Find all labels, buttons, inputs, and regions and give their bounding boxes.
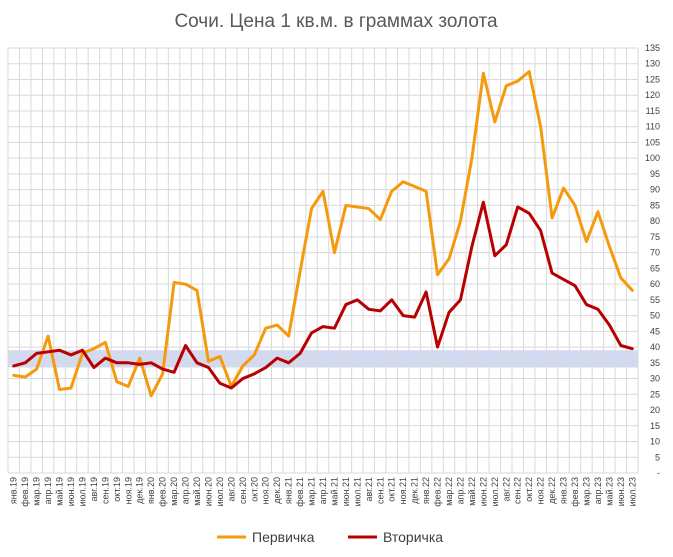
x-tick-label: апр.19 [43, 477, 53, 504]
x-tick-label: дек.19 [135, 477, 145, 504]
x-tick-label: авг.19 [89, 477, 99, 501]
y-tick-label: 130 [645, 59, 660, 69]
x-tick-label: окт.20 [249, 477, 259, 502]
y-tick-label: 10 [650, 437, 660, 447]
y-tick-label: 35 [650, 358, 660, 368]
y-tick-label: 135 [645, 43, 660, 53]
x-tick-label: сен.21 [375, 477, 385, 504]
x-tick-label: янв.19 [9, 477, 19, 504]
y-tick-label: 125 [645, 74, 660, 84]
x-tick-label: июл.20 [215, 477, 225, 506]
x-tick-label: ноя.22 [536, 477, 546, 504]
x-tick-label: авг.20 [226, 477, 236, 501]
x-tick-label: июн.22 [478, 477, 488, 506]
y-tick-label: 100 [645, 153, 660, 163]
y-tick-label: 45 [650, 326, 660, 336]
x-tick-label: фев.21 [295, 477, 305, 507]
y-tick-label: 85 [650, 200, 660, 210]
series-lines [12, 70, 634, 398]
y-tick-label: 105 [645, 137, 660, 147]
x-tick-label: дек.22 [547, 477, 557, 504]
x-tick-label: янв.22 [421, 477, 431, 504]
y-axis-ticks: - 5 10 15 20 25 30 35 40 45 50 55 60 65 70 75 80 85 90 95 10… [645, 43, 660, 478]
x-tick-label: авг.21 [364, 477, 374, 501]
series-line-pervichka [12, 70, 634, 398]
y-tick-label: 25 [650, 389, 660, 399]
x-tick-label: сен.22 [513, 477, 523, 504]
y-tick-label: 95 [650, 169, 660, 179]
x-tick-label: апр.23 [593, 477, 603, 504]
legend-label-vtorichka: Вторичка [383, 529, 443, 545]
legend: Первичка Вторичка [217, 529, 443, 545]
y-tick-label: 15 [650, 421, 660, 431]
x-tick-label: янв.21 [284, 477, 294, 504]
y-tick-label: 80 [650, 216, 660, 226]
x-tick-label: янв.20 [146, 477, 156, 504]
x-tick-label: фев.22 [433, 477, 443, 507]
x-tick-label: окт.21 [387, 477, 397, 502]
x-axis-ticks: янв.19 фев.19 мар.19 апр.19 май.19 июн.19 июл.… [9, 477, 638, 507]
x-tick-label: апр.22 [455, 477, 465, 504]
x-tick-label: мар.19 [32, 477, 42, 506]
y-tick-label: 40 [650, 342, 660, 352]
x-tick-label: май.23 [604, 477, 614, 506]
x-tick-label: ноя.20 [261, 477, 271, 504]
y-tick-label: 115 [646, 106, 660, 116]
x-tick-label: фев.19 [20, 477, 30, 507]
x-tick-label: июн.19 [66, 477, 76, 506]
x-tick-label: апр.20 [181, 477, 191, 504]
y-tick-label: 20 [650, 405, 660, 415]
x-tick-label: фев.23 [570, 477, 580, 507]
y-tick-label: 75 [650, 232, 660, 242]
y-tick-label: 120 [645, 90, 660, 100]
x-tick-label: окт.22 [524, 477, 534, 502]
gridlines [7, 47, 639, 474]
legend-label-pervichka: Первичка [252, 529, 315, 545]
y-tick-label: 55 [650, 295, 660, 305]
x-tick-label: июл.21 [352, 477, 362, 506]
x-tick-label: май.20 [192, 477, 202, 506]
y-tick-label: 65 [650, 263, 660, 273]
x-tick-label: июн.23 [616, 477, 626, 506]
x-tick-label: май.22 [467, 477, 477, 506]
chart-title: Сочи. Цена 1 кв.м. в граммах золота [174, 11, 498, 32]
x-tick-label: июн.20 [203, 477, 213, 506]
x-tick-label: мар.20 [169, 477, 179, 506]
series-line-vtorichka [12, 200, 634, 390]
y-tick-label: 70 [650, 248, 660, 258]
x-tick-label: сен.20 [238, 477, 248, 504]
x-tick-label: дек.21 [410, 477, 420, 504]
x-tick-label: ноя.21 [398, 477, 408, 504]
x-tick-label: мар.21 [307, 477, 317, 506]
x-tick-label: авг.22 [501, 477, 511, 501]
y-tick-label: 50 [650, 311, 660, 321]
x-tick-label: май.19 [55, 477, 65, 506]
x-tick-label: янв.23 [559, 477, 569, 504]
x-tick-label: фев.20 [158, 477, 168, 507]
y-tick-label: 60 [650, 279, 660, 289]
x-tick-label: май.21 [329, 477, 339, 506]
x-tick-label: сен.19 [100, 477, 110, 504]
x-tick-label: июн.21 [341, 477, 351, 506]
y-tick-label: 5 [655, 452, 660, 462]
y-tick-label: 30 [650, 374, 660, 384]
y-tick-label: 110 [646, 122, 660, 132]
x-tick-label: июл.22 [490, 477, 500, 506]
y-tick-label: - [657, 468, 660, 478]
x-tick-label: июл.19 [77, 477, 87, 506]
x-tick-label: мар.23 [581, 477, 591, 506]
x-tick-label: апр.21 [318, 477, 328, 504]
x-tick-label: окт.19 [112, 477, 122, 502]
x-tick-label: ноя.19 [123, 477, 133, 504]
y-tick-label: 90 [650, 185, 660, 195]
x-tick-label: июл.23 [627, 477, 637, 506]
x-tick-label: дек.20 [272, 477, 282, 504]
x-tick-label: мар.22 [444, 477, 454, 506]
